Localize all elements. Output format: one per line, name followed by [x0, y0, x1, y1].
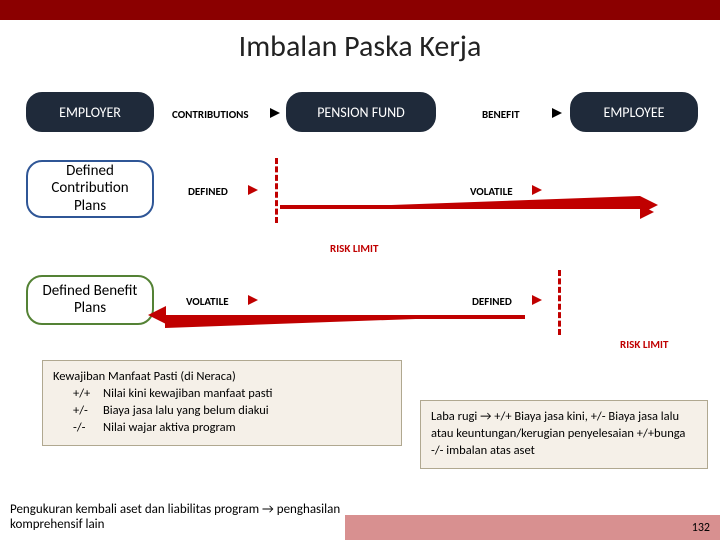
arrow-defined2	[532, 295, 542, 305]
arrow-contributions	[270, 108, 280, 118]
b1r1s: +/-	[73, 403, 103, 420]
employee-pill: EMPLOYEE	[570, 92, 698, 132]
page-title: Imbalan Paska Kerja	[0, 28, 720, 65]
risk-limit-2: RISK LIMIT	[620, 338, 668, 351]
defined1-label: DEFINED	[188, 185, 228, 198]
arrow-volatile2	[248, 295, 258, 305]
wedge-dcp-head	[640, 196, 658, 214]
contributions-label: CONTRIBUTIONS	[172, 108, 249, 121]
volatile2-label: VOLATILE	[186, 295, 229, 308]
risk-limit-line-2	[558, 270, 561, 335]
wedge-dcp-tri	[280, 196, 640, 209]
box-labarugi: Laba rugi → +/+ Biaya jasa kini, +/- Bia…	[420, 400, 708, 469]
employer-pill: EMPLOYER	[26, 92, 154, 132]
defined2-label: DEFINED	[472, 295, 512, 308]
page-number: 132	[692, 521, 710, 535]
arrow-defined1	[248, 185, 258, 195]
pension-label: PENSION FUND	[317, 104, 405, 121]
arrow-benefit	[552, 108, 562, 118]
footer: Pengukuran kembali aset dan liabilitas p…	[0, 490, 720, 540]
wedge-dbp-head-l	[148, 306, 166, 324]
dcp-pill: Defined Contribution Plans	[26, 160, 154, 218]
wedge-dbp	[165, 315, 525, 319]
dbp-pill: Defined Benefit Plans	[26, 275, 154, 325]
pension-pill: PENSION FUND	[286, 92, 436, 132]
b1r2s: -/-	[73, 420, 103, 437]
box2-text: Laba rugi → +/+ Biaya jasa kini, +/- Bia…	[431, 409, 685, 458]
employee-label: EMPLOYEE	[603, 104, 664, 121]
risk-limit-1: RISK LIMIT	[330, 242, 378, 255]
dbp-label: Defined Benefit Plans	[38, 283, 142, 318]
benefit-label: BENEFIT	[482, 108, 520, 121]
b1r1t: Biaya jasa lalu yang belum diakui	[103, 403, 269, 420]
footer-bar	[345, 515, 720, 540]
employer-label: EMPLOYER	[59, 104, 121, 121]
arrow-volatile1	[532, 185, 542, 195]
b1r0t: Nilai kini kewajiban manfaat pasti	[103, 386, 273, 403]
dcp-label: Defined Contribution Plans	[38, 163, 142, 215]
footer-text: Pengukuran kembali aset dan liabilitas p…	[10, 502, 350, 532]
b1r2t: Nilai wajar aktiva program	[103, 420, 236, 437]
top-bar	[0, 0, 720, 20]
b1r0s: +/+	[73, 386, 103, 403]
box-kewajiban: Kewajiban Manfaat Pasti (di Neraca) +/+N…	[42, 360, 402, 446]
risk-limit-line-1	[275, 158, 278, 223]
box1-line1: Kewajiban Manfaat Pasti (di Neraca)	[53, 369, 391, 386]
